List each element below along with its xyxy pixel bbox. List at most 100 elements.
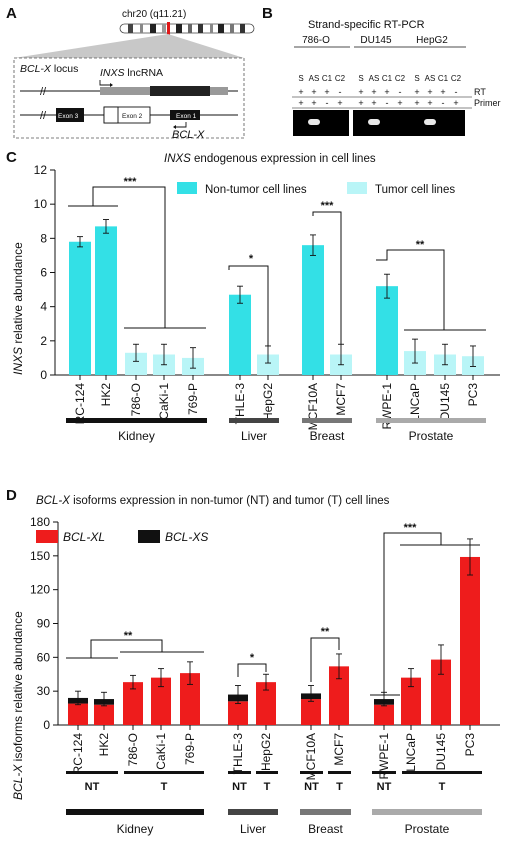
nt-t-bar (300, 771, 323, 774)
nt-t-bar (228, 771, 251, 774)
group-bar (300, 809, 351, 815)
y-tick-label: 150 (30, 549, 50, 563)
panel-c-ylabel: INXS relative abundance (11, 242, 25, 375)
x-tick-label: 769-P (183, 733, 197, 765)
significance-stars: * (249, 253, 254, 265)
nt-t-label: T (161, 781, 168, 793)
x-tick-label: HepG2 (259, 733, 273, 771)
y-tick-label: 0 (43, 718, 50, 732)
primer-sign: + (311, 98, 316, 108)
x-tick-label: LNCaP (408, 383, 422, 422)
rt-sign: - (339, 87, 342, 97)
panel-b-label: B (262, 5, 273, 22)
primer-sign: - (326, 98, 329, 108)
x-tick-label: PC3 (466, 383, 480, 407)
nt-t-bar (256, 771, 278, 774)
nt-t-label: T (336, 781, 343, 793)
rt-sign: + (324, 87, 329, 97)
primer-sign: + (371, 98, 376, 108)
bclx-label: BCL-X (172, 129, 205, 141)
y-tick-label: 30 (37, 684, 51, 698)
nt-t-bar (124, 771, 204, 774)
significance-stars: ** (416, 239, 425, 251)
exon1-label: Exon 1 (176, 113, 197, 120)
rt-sign: + (358, 87, 363, 97)
significance-bracket (68, 186, 206, 329)
rt-sign: - (455, 87, 458, 97)
y-tick-label: 60 (37, 650, 51, 664)
significance-bracket (237, 663, 267, 677)
bar-bcl-xl (151, 677, 171, 725)
nt-t-label: T (439, 781, 446, 793)
significance-bracket (370, 532, 480, 696)
group-bar (66, 418, 207, 423)
lane-label: AS (309, 74, 320, 83)
x-tick-label: 786-O (126, 733, 140, 766)
panel-b: B Strand-specific RT-PCR RT Primer 786-O… (262, 5, 501, 136)
rt-sign: + (427, 87, 432, 97)
x-tick-label: THLE-3 (233, 383, 247, 425)
significance-bracket (228, 265, 269, 346)
locus-box (13, 57, 245, 139)
significance-bracket (312, 211, 342, 344)
primer-sign: + (427, 98, 432, 108)
exon1-box (170, 110, 200, 120)
x-tick-label: CaKi-1 (154, 733, 168, 770)
x-tick-label: HK2 (99, 383, 113, 407)
bar-bcl-xl (94, 704, 114, 725)
x-tick-label: MCF7 (332, 733, 346, 766)
y-tick-label: 12 (34, 163, 48, 177)
x-tick-label: RWPE-1 (380, 383, 394, 430)
group-label: Prostate (409, 429, 454, 443)
inxs-label: INXS lncRNA (100, 67, 163, 79)
legend-label-tumor: Tumor cell lines (375, 184, 455, 196)
primer-sign: - (442, 98, 445, 108)
group-bar (372, 809, 482, 815)
bar-bcl-xl (68, 703, 88, 725)
y-tick-label: 120 (30, 583, 50, 597)
rt-sign: + (298, 87, 303, 97)
legend-label-bcl-xl: BCL-XL (63, 530, 105, 544)
significance-stars: * (250, 652, 255, 664)
primer-sign: + (298, 98, 303, 108)
legend-label-bcl-xs: BCL-XS (165, 530, 208, 544)
group-label: Breast (310, 429, 345, 443)
y-tick-label: 90 (37, 617, 51, 631)
x-tick-label: RWPE-1 (377, 733, 391, 780)
x-tick-label: PC3 (463, 733, 477, 757)
x-tick-label: HK2 (97, 733, 111, 757)
rt-sign: + (414, 87, 419, 97)
significance-stars: *** (404, 522, 418, 534)
primer-sign: + (453, 98, 458, 108)
panel-d-label: D (6, 487, 17, 504)
cell-line-label: DU145 (360, 35, 392, 46)
gel-image (293, 110, 349, 136)
bar-bcl-xl (460, 556, 480, 725)
svg-text://: // (40, 86, 47, 98)
x-tick-label: LNCaP (404, 733, 418, 772)
primer-sign: + (397, 98, 402, 108)
gel-image (409, 110, 465, 136)
bar (95, 226, 117, 375)
bar-bcl-xl (329, 666, 349, 725)
bar (69, 241, 91, 375)
primer-sign: - (386, 98, 389, 108)
legend-swatch-tumor (347, 182, 367, 194)
locus-label: BCL-X locus (20, 63, 78, 75)
significance-stars: ** (321, 626, 330, 638)
y-tick-label: 180 (30, 515, 50, 529)
lane-label: S (298, 74, 303, 83)
nt-t-label: NT (85, 781, 100, 793)
lane-label: S (414, 74, 419, 83)
group-bar (229, 418, 279, 423)
lane-label: C1 (322, 74, 333, 83)
exon3-box (56, 108, 84, 122)
lane-label: S (358, 74, 363, 83)
x-tick-label: HepG2 (261, 383, 275, 421)
panel-a-label: A (6, 5, 17, 22)
chromosome-ideogram (119, 22, 255, 35)
group-bar (302, 418, 352, 423)
panel-d: D BCL-X isoforms expression in non-tumor… (6, 487, 500, 836)
legend-swatch-non-tumor (177, 182, 197, 194)
gel-band (368, 119, 380, 125)
